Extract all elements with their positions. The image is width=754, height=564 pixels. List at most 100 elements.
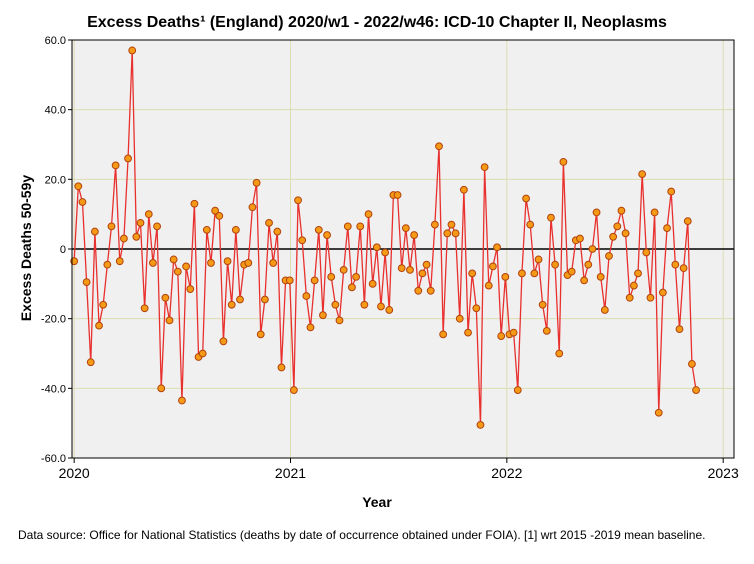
data-point [260,295,269,304]
data-point [306,323,315,332]
x-axis-label: Year [362,494,392,510]
y-tick-label: 40.0 [45,105,66,117]
data-point [360,300,369,309]
data-point [509,328,518,337]
data-point [314,225,323,234]
data-point [414,286,423,295]
data-point [468,269,477,278]
data-point [273,227,282,236]
data-point [115,257,124,266]
data-point [542,326,551,335]
data-point [551,260,560,269]
data-point [124,154,132,163]
data-point [248,203,257,212]
y-tick-label: 0 [60,244,66,256]
data-point [459,185,468,194]
data-point [182,262,191,271]
data-point [285,276,294,285]
data-point [439,330,448,339]
data-point [202,225,211,234]
data-point [451,229,460,238]
data-point [335,316,344,325]
data-point [198,349,207,358]
data-point [149,259,157,267]
data-point [236,295,244,304]
data-point [244,259,253,267]
data-point [231,225,240,234]
data-point [298,236,307,245]
data-point [617,206,626,215]
data-point [679,264,688,273]
data-point [410,231,419,239]
data-point [397,264,406,273]
data-point [675,325,684,334]
data-point [580,276,589,285]
data-point [559,158,568,166]
data-point [90,227,99,236]
data-point [447,220,456,229]
data-point [294,196,302,205]
data-point [567,267,576,276]
data-point [435,142,443,151]
data-point [153,222,161,231]
data-point [472,304,481,313]
data-point [401,224,410,233]
data-point [534,255,543,264]
data-point [480,163,489,172]
data-point [211,206,220,215]
data-point [613,222,622,231]
data-point [364,210,373,219]
data-point [555,349,564,358]
data-point [310,276,319,285]
data-point [513,386,522,394]
data-point [368,279,377,288]
data-point [688,360,696,368]
data-point [538,300,547,309]
data-point [323,231,331,239]
data-point [663,224,671,233]
data-point [588,245,597,253]
data-point [86,358,95,367]
y-axis-label: Excess Deaths 50-59y [18,174,34,322]
data-point [430,220,439,229]
y-tick-label: 60.0 [45,35,66,47]
x-tick-label: 2020 [59,465,90,481]
data-point [393,191,402,199]
data-point [207,259,215,267]
data-point [256,330,265,339]
data-point [99,300,108,309]
data-point [629,281,638,290]
data-points [70,46,700,429]
data-point [343,222,352,231]
data-point [646,293,655,302]
data-point [489,262,497,271]
y-axis-ticks: -60.0 -40.0 -20.0 0 20.0 40.0 60.0 [41,35,72,465]
data-point [161,293,170,302]
data-point [634,269,642,278]
data-point [692,386,700,394]
data-point [186,285,195,293]
data-point [381,248,390,257]
data-point [128,46,137,55]
x-axis-ticks: 2020 2021 2022 2023 [59,458,739,481]
data-point [667,187,676,196]
data-point [327,272,336,281]
data-point [609,232,618,241]
x-tick-label: 2021 [275,465,306,481]
data-point [132,232,141,241]
data-point [290,386,298,394]
data-point [464,328,472,337]
data-point [215,212,224,220]
data-point [484,281,493,290]
data-point [165,316,174,325]
data-point [497,332,506,340]
data-point [136,218,145,227]
data-point [377,302,385,311]
data-point [642,248,651,257]
data-point [455,314,464,323]
data-point [348,283,356,292]
data-point [547,213,555,222]
data-point [654,408,663,417]
data-point [522,194,530,203]
